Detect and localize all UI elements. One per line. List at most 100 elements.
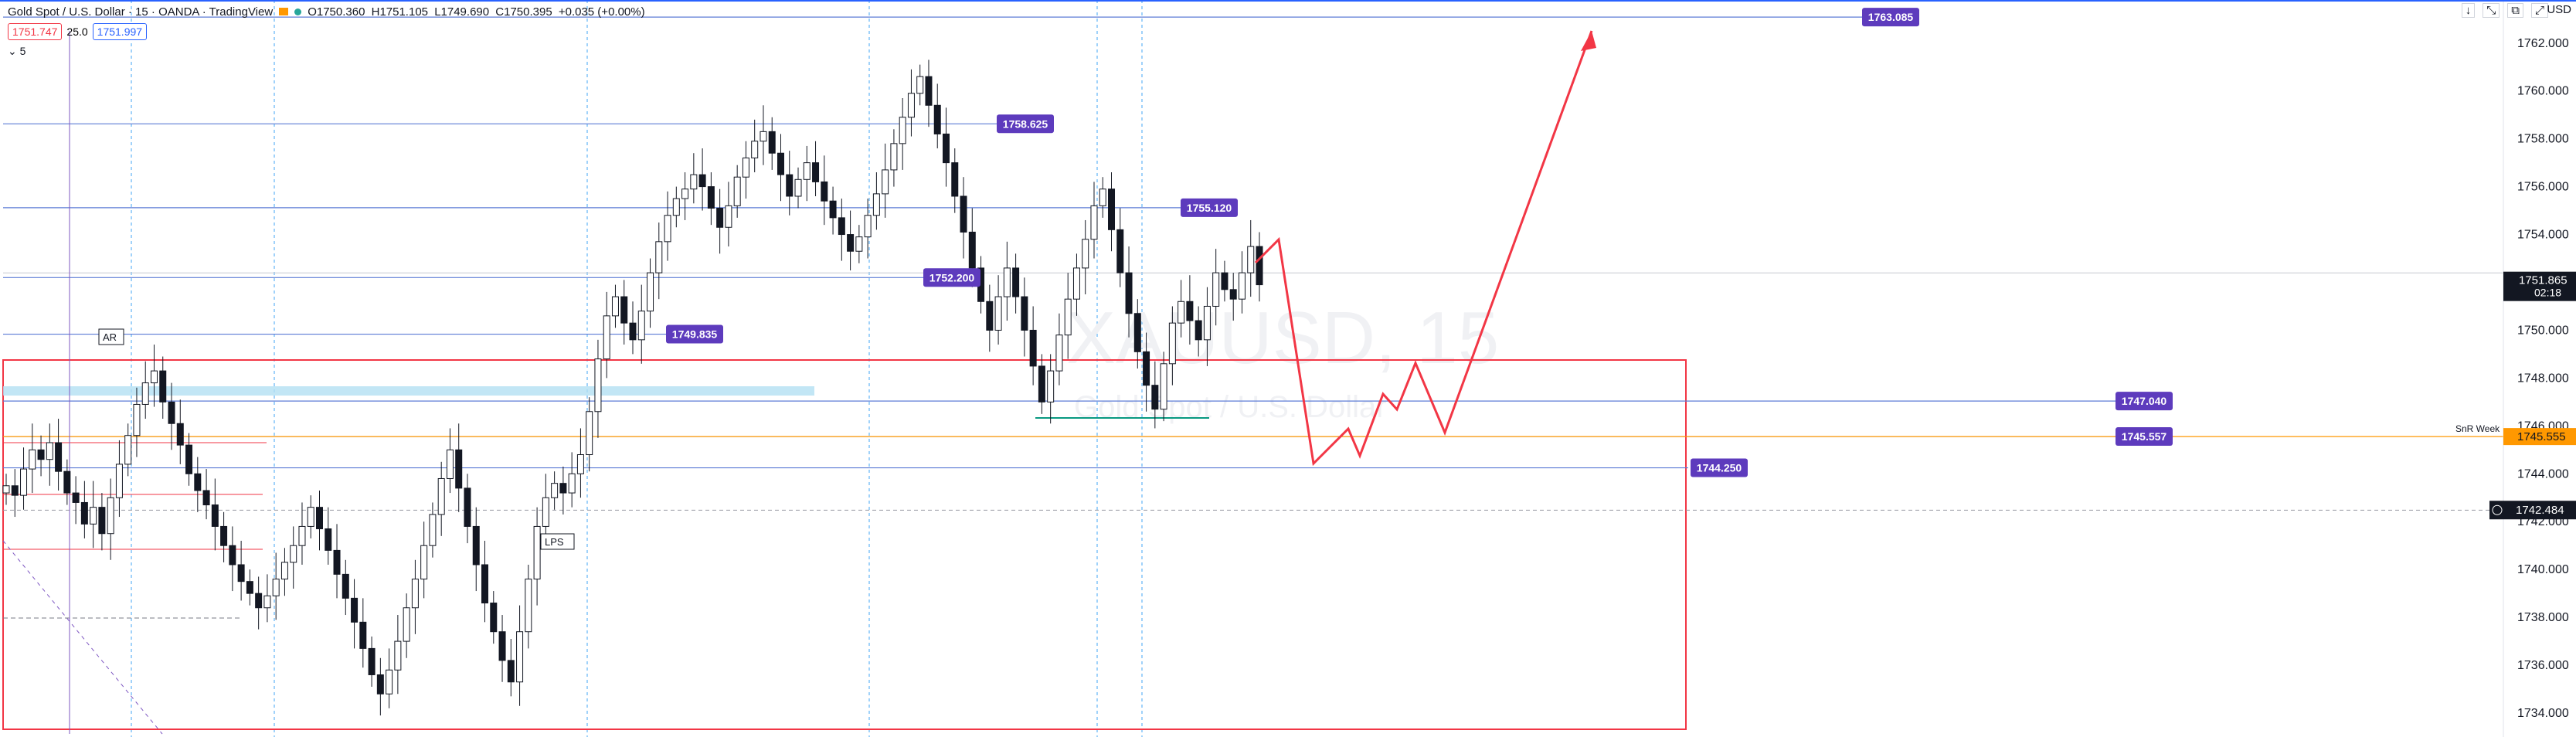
indicators-toggle[interactable]: ⌄ 5 — [8, 45, 25, 58]
snr-label: SnR Week — [2455, 423, 2500, 434]
candle-body — [655, 241, 663, 273]
y-tick-label: 1756.000 — [2517, 181, 2569, 194]
candle-body — [907, 93, 915, 118]
annotation-text: LPS — [545, 536, 564, 548]
candle-body — [359, 621, 367, 649]
candle-body — [1047, 370, 1055, 402]
candle-body — [220, 525, 228, 546]
current-price-badge — [2503, 271, 2576, 301]
candle-body — [237, 564, 245, 582]
candle-body — [559, 483, 567, 494]
candle-body — [194, 473, 202, 491]
candle-body — [263, 595, 271, 609]
candle-body — [1055, 335, 1063, 372]
candle-body — [951, 162, 959, 197]
candle-body — [1212, 272, 1220, 307]
maximize-icon[interactable]: ⧉ — [2507, 3, 2523, 18]
level-label-box — [1181, 198, 1238, 217]
level-label-box — [666, 324, 723, 344]
candle-body — [620, 296, 628, 324]
snr-price-badge — [2503, 428, 2576, 446]
candle-body — [960, 195, 967, 233]
plus-circle-icon — [2492, 504, 2503, 515]
candle-body — [368, 647, 376, 675]
level-label-box — [2116, 427, 2173, 447]
symbol-title[interactable]: Gold Spot / U.S. Dollar · 15 · OANDA · T… — [8, 5, 274, 19]
candle-body — [1256, 246, 1263, 286]
candle-body — [202, 490, 210, 506]
candle-body — [437, 477, 445, 515]
candle-body — [611, 296, 619, 317]
candle-body — [498, 631, 506, 661]
candle-body — [568, 473, 576, 494]
candle-body — [1151, 385, 1159, 410]
candle-body — [316, 507, 323, 530]
candle-body — [1186, 301, 1194, 321]
candle-body — [46, 442, 53, 460]
candle-body — [716, 207, 724, 228]
candle-body — [516, 631, 524, 683]
level-label-text: 1755.120 — [1187, 202, 1232, 214]
candle-body — [11, 485, 19, 496]
candle-body — [342, 573, 349, 599]
currency-selector[interactable]: USD — [2547, 3, 2571, 16]
candle-body — [1160, 363, 1167, 410]
flag-icon[interactable] — [279, 8, 289, 15]
level-label-text: 1752.200 — [929, 271, 975, 284]
candle-body — [786, 174, 794, 197]
y-tick-label: 1762.000 — [2517, 37, 2569, 50]
trade-row: 1751.747 25.0 1751.997 — [8, 23, 148, 40]
low-value: L1749.690 — [434, 5, 490, 19]
candle-body — [664, 215, 671, 243]
candle-body — [351, 597, 359, 623]
candle-body — [1072, 267, 1080, 300]
candle-body — [1082, 239, 1089, 269]
candle-body — [1238, 272, 1246, 300]
chevron-down-icon: ⌄ — [8, 45, 17, 57]
candle-body — [742, 157, 749, 178]
candle-body — [63, 470, 71, 494]
candle-body — [882, 169, 889, 195]
candle-body — [1064, 298, 1072, 336]
candle-body — [1090, 205, 1098, 240]
candle-body — [681, 188, 689, 199]
candle-body — [1038, 365, 1045, 402]
candles — [2, 59, 1263, 716]
range-box — [2, 359, 1687, 730]
candle-body — [1116, 229, 1124, 273]
candle-body — [821, 181, 828, 202]
candle-body — [1021, 296, 1028, 331]
y-tick-label: 1736.000 — [2517, 659, 2569, 672]
candle-body — [1003, 267, 1011, 297]
sell-button[interactable]: 1751.747 — [8, 23, 63, 40]
buy-button[interactable]: 1751.997 — [92, 23, 148, 40]
candle-body — [838, 217, 845, 236]
candle-body — [760, 131, 767, 142]
candle-body — [280, 562, 288, 580]
candle-body — [1099, 188, 1106, 206]
candle-body — [525, 579, 532, 633]
fullscreen-icon[interactable]: ⤢ — [2530, 3, 2548, 18]
candle-body — [150, 370, 158, 384]
collapse-icon[interactable]: ⤡ — [2483, 3, 2500, 18]
candle-body — [777, 152, 784, 175]
candle-body — [98, 507, 106, 535]
candle-body — [925, 76, 933, 106]
candle-body — [1203, 305, 1211, 341]
candle-body — [1178, 301, 1185, 324]
candle-body — [472, 525, 480, 565]
candle-body — [603, 315, 610, 360]
current-price-label: 1751.865 — [2519, 274, 2568, 287]
scroll-down-icon[interactable]: ↓ — [2461, 3, 2476, 18]
candle-body — [211, 504, 219, 527]
candle-body — [2, 485, 10, 494]
y-tick-label: 1760.000 — [2517, 85, 2569, 98]
candle-body — [29, 449, 36, 470]
candle-body — [490, 603, 498, 633]
candle-body — [1133, 313, 1141, 352]
candle-body — [943, 133, 950, 164]
annotation-box — [98, 328, 124, 345]
candle-body — [829, 200, 837, 219]
market-status-icon — [294, 8, 302, 15]
